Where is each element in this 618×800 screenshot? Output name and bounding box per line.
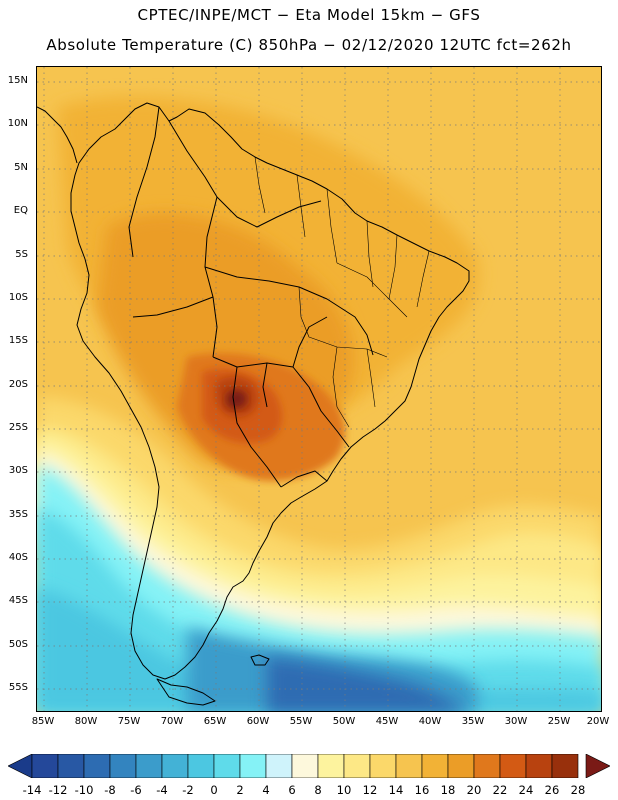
legend-bin-18 <box>499 754 527 778</box>
field-minus2-0 <box>37 587 601 711</box>
legend-label-6: 6 <box>288 783 296 797</box>
legend-label-2: 2 <box>236 783 244 797</box>
lat-label-45s: 45S <box>8 595 28 606</box>
legend-bins <box>31 754 579 778</box>
lat-label-5n: 5N <box>14 162 28 173</box>
lon-label-65w: 65W <box>203 716 227 727</box>
lat-label-5s: 5S <box>15 249 28 260</box>
legend-label-4: 4 <box>262 783 270 797</box>
legend-bin-20 <box>551 754 579 778</box>
legend-bin-7 <box>213 754 241 778</box>
legend-bin-14 <box>395 754 423 778</box>
legend-bin-12 <box>343 754 371 778</box>
legend-under-arrow <box>8 754 33 778</box>
legend-over-arrow <box>585 754 610 778</box>
lon-label-30w: 30W <box>504 716 528 727</box>
lat-label-20s: 20S <box>8 379 28 390</box>
map-title-variable: Absolute Temperature (C) 850hPa − 02/12/… <box>46 36 572 54</box>
lon-label-40w: 40W <box>418 716 442 727</box>
legend-label-12: 12 <box>362 783 378 797</box>
legend-bin-13 <box>369 754 397 778</box>
lon-label-25w: 25W <box>547 716 571 727</box>
coastlines-and-borders <box>37 102 470 706</box>
legend-label-10: 10 <box>336 783 352 797</box>
lat-label-15n: 15N <box>7 75 28 86</box>
legend-bin-0 <box>31 754 59 778</box>
legend-label-16: 16 <box>414 783 430 797</box>
legend-bin-17 <box>473 754 501 778</box>
legend-label-0: 0 <box>210 783 218 797</box>
lat-label-50s: 50S <box>8 639 28 650</box>
legend-label-20: 20 <box>466 783 482 797</box>
lon-label-75w: 75W <box>117 716 141 727</box>
legend-label-18: 18 <box>440 783 456 797</box>
lon-label-80w: 80W <box>74 716 98 727</box>
lon-label-55w: 55W <box>289 716 313 727</box>
legend-bin-16 <box>447 754 475 778</box>
lat-label-55s: 55S <box>8 682 28 693</box>
map-canvas <box>37 67 601 711</box>
falklands <box>250 654 270 666</box>
legend-label-28: 28 <box>570 783 586 797</box>
legend-bin-3 <box>109 754 137 778</box>
brazil-state-borders <box>254 156 430 428</box>
legend-bin-5 <box>161 754 189 778</box>
legend-label-minus2: -2 <box>182 783 194 797</box>
lat-label-35s: 35S <box>8 509 28 520</box>
legend-label-14: 14 <box>388 783 404 797</box>
legend-label-minus6: -6 <box>130 783 142 797</box>
lon-label-70w: 70W <box>160 716 184 727</box>
legend-label-minus14: -14 <box>22 783 42 797</box>
lon-label-20w: 20W <box>586 716 610 727</box>
legend-label-8: 8 <box>314 783 322 797</box>
legend-label-minus12: -12 <box>48 783 68 797</box>
legend-bin-1 <box>57 754 85 778</box>
legend-bin-9 <box>265 754 293 778</box>
lat-label-40s: 40S <box>8 552 28 563</box>
lon-label-60w: 60W <box>246 716 270 727</box>
color-legend <box>8 754 610 778</box>
legend-label-26: 26 <box>544 783 560 797</box>
lon-label-85w: 85W <box>31 716 55 727</box>
field-minus10-minus6 <box>267 657 465 711</box>
legend-label-minus10: -10 <box>74 783 94 797</box>
legend-label-minus4: -4 <box>156 783 168 797</box>
legend-bin-11 <box>317 754 345 778</box>
field-0-2 <box>37 507 601 711</box>
legend-bin-10 <box>291 754 319 778</box>
field-over-28 <box>226 389 247 409</box>
lat-label-10s: 10S <box>8 292 28 303</box>
legend-bin-6 <box>187 754 215 778</box>
legend-bin-4 <box>135 754 163 778</box>
country-borders <box>128 106 374 488</box>
legend-label-24: 24 <box>518 783 534 797</box>
lat-label-30s: 30S <box>8 465 28 476</box>
legend-label-22: 22 <box>492 783 508 797</box>
lat-label-25s: 25S <box>8 422 28 433</box>
map-title-source: CPTEC/INPE/MCT − Eta Model 15km − GFS <box>137 6 481 24</box>
temperature-field <box>37 67 601 711</box>
temperature-map[interactable] <box>36 66 602 712</box>
legend-bin-19 <box>525 754 553 778</box>
lat-label-eq: EQ <box>13 205 28 216</box>
legend-label-minus8: -8 <box>104 783 116 797</box>
lon-label-35w: 35W <box>461 716 485 727</box>
legend-bin-8 <box>239 754 267 778</box>
lat-label-15s: 15S <box>8 335 28 346</box>
legend-bin-15 <box>421 754 449 778</box>
lon-label-50w: 50W <box>332 716 356 727</box>
legend-bin-2 <box>83 754 111 778</box>
lat-label-10n: 10N <box>7 118 28 129</box>
central-america-coastline <box>37 106 78 164</box>
lat-lon-grid <box>37 67 601 711</box>
tierra-del-fuego <box>156 678 216 706</box>
lon-label-45w: 45W <box>375 716 399 727</box>
